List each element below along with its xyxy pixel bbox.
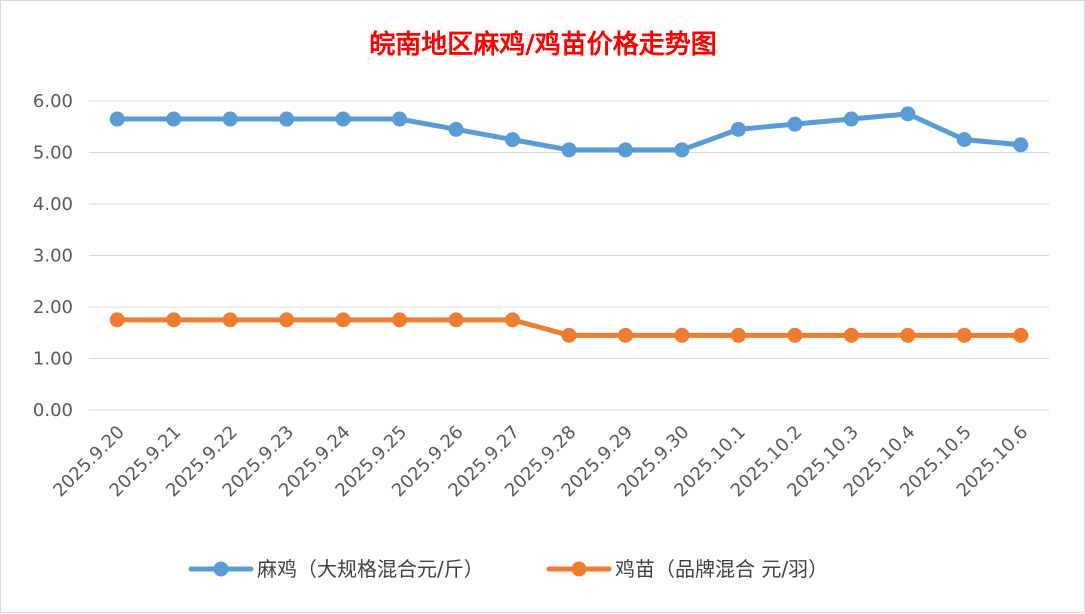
data-point — [674, 327, 690, 343]
y-tick-label: 6.00 — [33, 91, 73, 112]
data-point — [448, 121, 464, 137]
data-point — [617, 142, 633, 158]
y-tick-label: 2.00 — [33, 297, 73, 318]
data-point — [561, 327, 577, 343]
data-point — [730, 327, 746, 343]
data-point — [956, 327, 972, 343]
data-point — [448, 312, 464, 328]
data-point — [279, 312, 295, 328]
data-point — [1013, 327, 1029, 343]
legend-item: 鸡苗（品牌混合 元/羽） — [546, 557, 828, 581]
data-point — [109, 312, 125, 328]
data-point — [843, 327, 859, 343]
data-point — [956, 132, 972, 148]
legend-item: 麻鸡（大规格混合元/斤） — [188, 557, 484, 581]
data-point — [505, 132, 521, 148]
data-point — [166, 312, 182, 328]
series-2 — [109, 312, 1029, 343]
y-tick-label: 4.00 — [33, 194, 73, 215]
data-point — [900, 327, 916, 343]
legend-label: 麻鸡（大规格混合元/斤） — [257, 557, 484, 581]
data-point — [900, 106, 916, 122]
y-axis-tick-labels: 0.00 1.00 2.00 3.00 4.00 5.00 6.00 — [33, 91, 73, 421]
data-point — [1013, 137, 1029, 153]
legend-marker-icon — [213, 561, 229, 577]
chart-title: 皖南地区麻鸡/鸡苗价格走势图 — [369, 29, 717, 60]
data-point — [335, 111, 351, 127]
legend-label: 鸡苗（品牌混合 元/羽） — [615, 557, 828, 581]
data-point — [730, 121, 746, 137]
data-point — [674, 142, 690, 158]
legend: 麻鸡（大规格混合元/斤） 鸡苗（品牌混合 元/羽） — [188, 557, 828, 581]
data-point — [505, 312, 521, 328]
data-point — [843, 111, 859, 127]
x-axis-tick-labels: 2025.9.202025.9.212025.9.222025.9.232025… — [49, 422, 1032, 502]
data-point — [787, 327, 803, 343]
y-tick-label: 0.00 — [33, 400, 73, 421]
data-point — [222, 312, 238, 328]
y-tick-label: 5.00 — [33, 143, 73, 164]
data-point — [279, 111, 295, 127]
data-point — [166, 111, 182, 127]
data-point — [335, 312, 351, 328]
data-point — [617, 327, 633, 343]
data-point — [109, 111, 125, 127]
data-point — [392, 111, 408, 127]
data-point — [561, 142, 577, 158]
data-point — [222, 111, 238, 127]
legend-marker-icon — [571, 561, 587, 577]
data-point — [392, 312, 408, 328]
data-point — [787, 116, 803, 132]
series-1 — [109, 106, 1029, 158]
y-tick-label: 3.00 — [33, 246, 73, 267]
y-tick-label: 1.00 — [33, 349, 73, 370]
series-lines — [109, 106, 1029, 343]
